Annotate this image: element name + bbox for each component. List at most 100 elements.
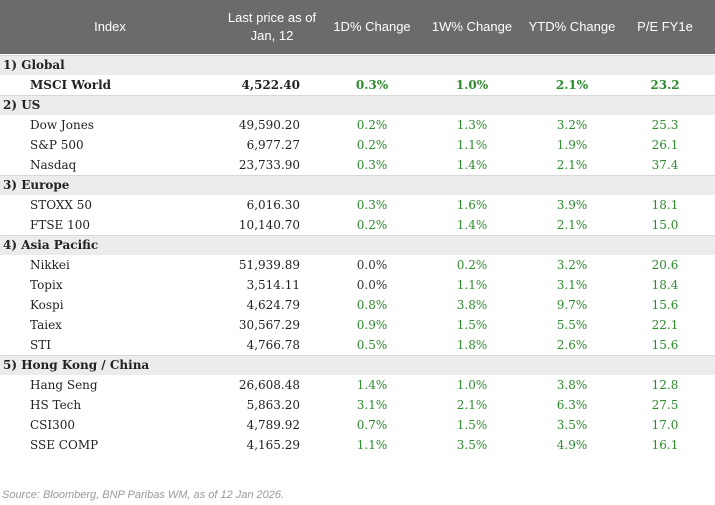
value-cell: 3.9% [556, 198, 588, 212]
group-row: 5) Hong Kong / China [0, 355, 715, 375]
index-name: STOXX 50 [30, 198, 93, 212]
value-cell: 23,733.90 [238, 158, 300, 172]
table-row: Nasdaq 23,733.90 0.3% 1.4% 2.1% 37.4 [0, 155, 715, 175]
value-cell: 3.8% [456, 298, 488, 312]
group-row: 4) Asia Pacific [0, 235, 715, 255]
value-cell: 3.1% [556, 278, 588, 292]
value-cell: 4,789.92 [246, 418, 300, 432]
table-row: STOXX 50 6,016.30 0.3% 1.6% 3.9% 18.1 [0, 195, 715, 215]
value-cell: 0.2% [356, 218, 388, 232]
value-cell: 26,608.48 [238, 378, 300, 392]
column-header: Last price as of Jan, 12 [227, 10, 317, 43]
table-row: Nikkei 51,939.89 0.0% 0.2% 3.2% 20.6 [0, 255, 715, 275]
value-cell: 1.9% [556, 138, 588, 152]
value-cell: 0.7% [356, 418, 388, 432]
group-row: 3) Europe [0, 175, 715, 195]
index-name: FTSE 100 [30, 218, 91, 232]
table-row: S&P 500 6,977.27 0.2% 1.1% 1.9% 26.1 [0, 135, 715, 155]
index-name: STI [30, 338, 51, 352]
value-cell: 2.1% [456, 398, 488, 412]
value-cell: 0.8% [356, 298, 388, 312]
value-cell: 3.5% [556, 418, 588, 432]
table-row: Taiex 30,567.29 0.9% 1.5% 5.5% 22.1 [0, 315, 715, 335]
column-header: P/E FY1e [637, 19, 693, 34]
column-header: YTD% Change [528, 19, 616, 34]
table-row: Dow Jones 49,590.20 0.2% 1.3% 3.2% 25.3 [0, 115, 715, 135]
table-row: STI 4,766.78 0.5% 1.8% 2.6% 15.6 [0, 335, 715, 355]
value-cell: 27.5 [651, 398, 679, 412]
value-cell: 17.0 [651, 418, 679, 432]
value-cell: 4,766.78 [246, 338, 300, 352]
value-cell: 3,514.11 [246, 278, 300, 292]
value-cell: 1.1% [456, 138, 488, 152]
value-cell: 18.1 [651, 198, 679, 212]
table-row: FTSE 100 10,140.70 0.2% 1.4% 2.1% 15.0 [0, 215, 715, 235]
value-cell: 25.3 [651, 118, 679, 132]
value-cell: 3.2% [556, 118, 588, 132]
value-cell: 1.5% [456, 418, 488, 432]
value-cell: 0.3% [355, 78, 389, 92]
value-cell: 2.1% [556, 218, 588, 232]
value-cell: 1.4% [456, 158, 488, 172]
value-cell: 3.2% [556, 258, 588, 272]
index-name: Topix [30, 278, 63, 292]
index-name: Taiex [30, 318, 62, 332]
value-cell: 0.2% [456, 258, 488, 272]
value-cell: 6,977.27 [246, 138, 300, 152]
value-cell: 6.3% [556, 398, 588, 412]
value-cell: 15.0 [651, 218, 679, 232]
index-name: SSE COMP [30, 438, 99, 452]
value-cell: 20.6 [651, 258, 679, 272]
index-name: Dow Jones [30, 118, 94, 132]
value-cell: 49,590.20 [238, 118, 300, 132]
value-cell: 4,522.40 [241, 78, 300, 92]
value-cell: 26.1 [651, 138, 679, 152]
source-note: Source: Bloomberg, BNP Paribas WM, as of… [2, 489, 285, 501]
value-cell: 16.1 [651, 438, 679, 452]
index-name: Hang Seng [30, 378, 98, 392]
column-header: 1D% Change [333, 19, 411, 34]
index-name: Nasdaq [30, 158, 77, 172]
index-name: MSCI World [30, 78, 112, 92]
value-cell: 1.5% [456, 318, 488, 332]
value-cell: 22.1 [651, 318, 679, 332]
index-name: CSI300 [30, 418, 76, 432]
value-cell: 5.5% [556, 318, 588, 332]
value-cell: 1.1% [356, 438, 388, 452]
table-row: Kospi 4,624.79 0.8% 3.8% 9.7% 15.6 [0, 295, 715, 315]
value-cell: 3.5% [456, 438, 488, 452]
value-cell: 1.0% [456, 378, 488, 392]
value-cell: 0.5% [356, 338, 388, 352]
value-cell: 18.4 [651, 278, 679, 292]
value-cell: 1.4% [356, 378, 388, 392]
value-cell: 1.3% [456, 118, 488, 132]
column-header: Index [94, 19, 126, 34]
value-cell: 4.9% [556, 438, 588, 452]
value-cell: 0.2% [356, 118, 388, 132]
value-cell: 2.1% [555, 78, 589, 92]
value-cell: 1.6% [456, 198, 488, 212]
table-row: Hang Seng 26,608.48 1.4% 1.0% 3.8% 12.8 [0, 375, 715, 395]
value-cell: 1.8% [456, 338, 488, 352]
index-name: Nikkei [30, 258, 70, 272]
value-cell: 0.9% [356, 318, 388, 332]
value-cell: 4,624.79 [246, 298, 300, 312]
value-cell: 37.4 [651, 158, 679, 172]
value-cell: 9.7% [556, 298, 588, 312]
value-cell: 1.0% [455, 78, 489, 92]
value-cell: 15.6 [651, 338, 679, 352]
value-cell: 0.3% [356, 198, 388, 212]
value-cell: 1.1% [456, 278, 488, 292]
value-cell: 0.2% [356, 138, 388, 152]
table-row: Topix 3,514.11 0.0% 1.1% 3.1% 18.4 [0, 275, 715, 295]
value-cell: 30,567.29 [238, 318, 300, 332]
table-header: Index Last price as of Jan, 12 1D% Change 1… [0, 0, 715, 54]
value-cell: 0.0% [356, 258, 388, 272]
table-row: MSCI World 4,522.40 0.3% 1.0% 2.1% 23.2 [0, 75, 715, 95]
group-row: 1) Global [0, 55, 715, 75]
value-cell: 2.6% [556, 338, 588, 352]
table-row: HS Tech 5,863.20 3.1% 2.1% 6.3% 27.5 [0, 395, 715, 415]
group-row: 2) US [0, 95, 715, 115]
value-cell: 3.1% [356, 398, 388, 412]
